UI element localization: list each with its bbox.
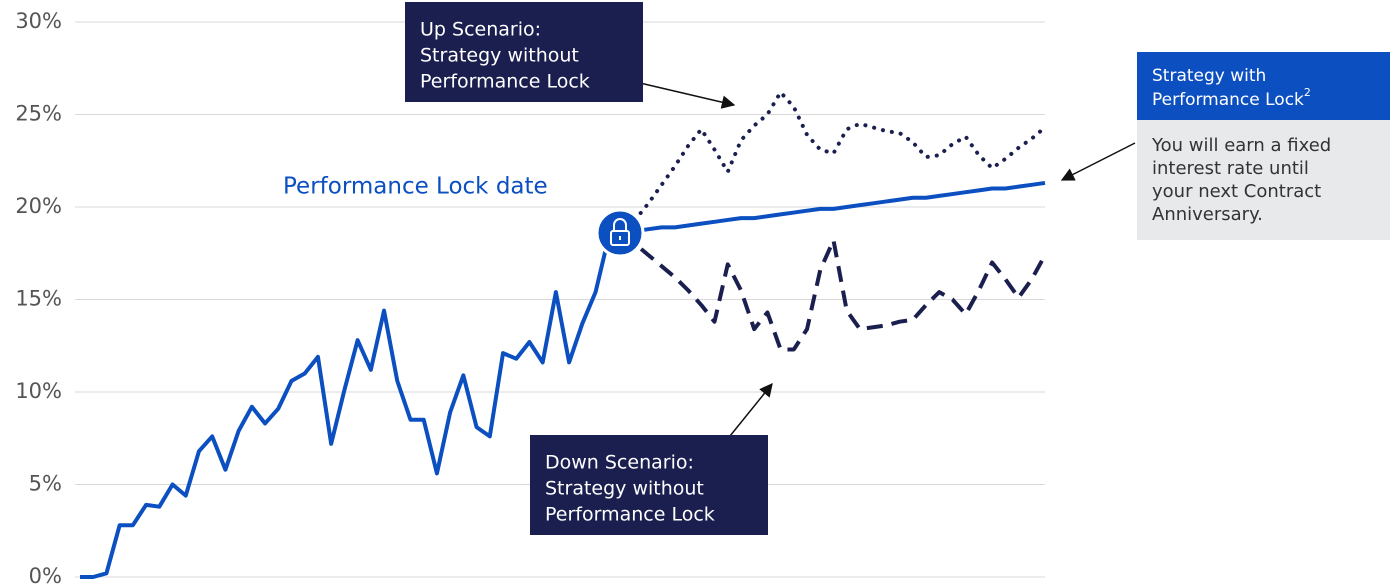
arrow xyxy=(1060,142,1136,181)
up-label: Performance Lock xyxy=(420,71,590,93)
down-label: Performance Lock xyxy=(545,504,715,526)
y-tick-label: 5% xyxy=(29,472,62,496)
down-label: Strategy without xyxy=(545,478,704,500)
series-line xyxy=(620,231,1047,352)
with-title: Strategy with xyxy=(1152,66,1266,86)
with-body: Anniversary. xyxy=(1152,204,1263,225)
y-tick-label: 15% xyxy=(15,287,62,311)
up-label: Up Scenario: xyxy=(420,19,541,41)
down-label: Down Scenario: xyxy=(545,452,694,474)
arrow xyxy=(729,382,773,437)
series-line xyxy=(80,180,1046,579)
with-sup: 2 xyxy=(1304,86,1311,99)
up-label: Strategy without xyxy=(420,45,579,67)
y-tick-label: 30% xyxy=(15,9,62,33)
y-tick-label: 0% xyxy=(29,564,62,587)
with-title-box xyxy=(1137,52,1390,120)
down-box xyxy=(530,435,768,535)
with-body: interest rate until xyxy=(1152,158,1309,179)
lock-date-label: Performance Lock date xyxy=(283,174,548,200)
with-body-box xyxy=(1137,120,1390,240)
y-tick-label: 25% xyxy=(15,102,62,126)
with-body: You will earn a fixed xyxy=(1151,135,1331,156)
arrow xyxy=(639,82,736,109)
with-title-line: Performance Lock xyxy=(1152,90,1304,110)
y-tick-label: 20% xyxy=(15,194,62,218)
series-line xyxy=(619,90,1047,235)
lock-icon xyxy=(595,208,645,258)
with-title: Performance Lock2 xyxy=(1152,86,1311,110)
up-box xyxy=(405,2,643,102)
y-tick-label: 10% xyxy=(15,379,62,403)
with-body: your next Contract xyxy=(1152,181,1321,202)
